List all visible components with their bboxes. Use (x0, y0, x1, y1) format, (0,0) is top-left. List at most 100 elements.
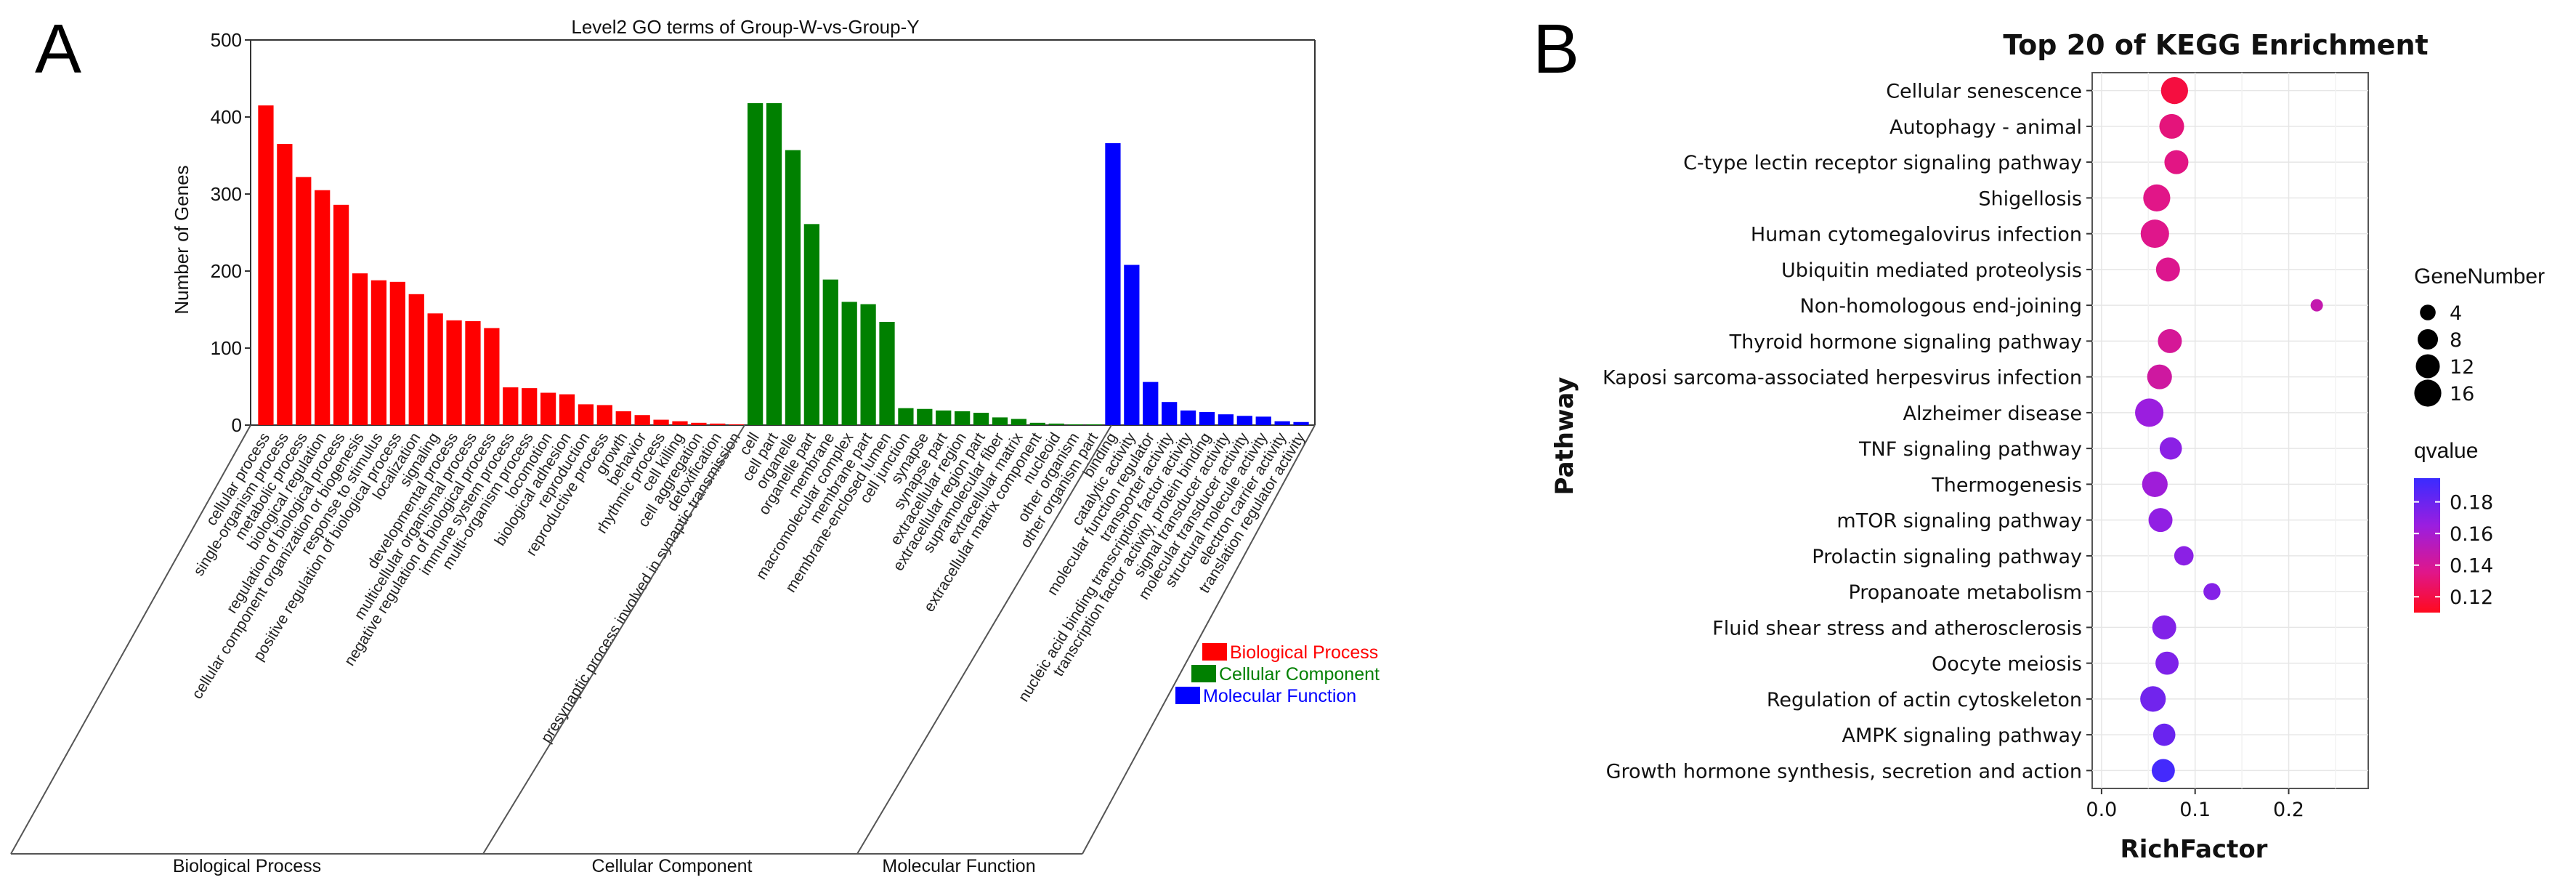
kegg-point-propanoate-metabolism (2203, 583, 2221, 600)
go-bar-membrane-part (860, 304, 876, 425)
qvalue-tick-label-0.18: 0.18 (2450, 492, 2493, 514)
go-bar-cell (748, 102, 764, 426)
kegg-point-thermogenesis (2142, 471, 2168, 497)
kegg-pathway-label-ubiquitin-mediated-proteolysis: Ubiquitin mediated proteolysis (1781, 259, 2082, 282)
gene-number-legend-dot-4 (2420, 304, 2436, 320)
go-bar-electron-carrier-activity (1274, 421, 1290, 425)
kegg-pathway-label-autophagy-animal: Autophagy - animal (1890, 116, 2082, 139)
go-bar-molecular-function-regulator (1143, 382, 1159, 425)
kegg-point-non-homologous-end-joining (2310, 299, 2323, 312)
go-bar-single-organism-process (277, 144, 293, 425)
panel-label-b: B (1533, 10, 1579, 88)
go-bar-extracellular-matrix (1010, 419, 1027, 425)
go-bar-supramolecular-fiber (992, 417, 1008, 425)
go-bar-binding (1105, 143, 1121, 426)
kegg-points (2135, 77, 2323, 783)
go-bar-reproductive-process (596, 405, 612, 425)
go-bar-extracellular-region-part (973, 413, 989, 425)
gene-number-legend-label-16: 16 (2450, 383, 2474, 405)
gene-number-legend: 4 8 12 16 (2414, 302, 2474, 407)
go-bar-multi-organism-process (522, 388, 538, 425)
kegg-pathway-label-non-homologous-end-joining: Non-homologous end-joining (1800, 295, 2082, 318)
go-bar-catalytic-activity (1124, 265, 1140, 425)
kegg-pathway-label-human-cytomegalovirus-infection: Human cytomegalovirus infection (1751, 224, 2082, 246)
kegg-pathway-label-oocyte-meiosis: Oocyte meiosis (1932, 653, 2082, 676)
go-bar-biological-regulation (315, 190, 331, 425)
go-bar-organelle (785, 150, 801, 425)
kegg-pathway-label-mtor-signaling-pathway: mTOR signaling pathway (1836, 510, 2082, 533)
grid-label-biological-process: Biological Process (173, 856, 321, 876)
go-bar-localization (408, 294, 424, 425)
go-bar-metabolic-process (296, 177, 312, 425)
kegg-y-axis-label: Pathway (1550, 377, 1579, 496)
kegg-x-tick-label-0: 0.0 (2086, 799, 2117, 821)
kegg-pathway-label-c-type-lectin-receptor-signaling-pathway: C-type lectin receptor signaling pathway (1683, 152, 2082, 174)
qvalue-tick-label-0.14: 0.14 (2450, 555, 2493, 578)
qvalue-legend-ticks: 0.18 0.16 0.14 0.12 (2414, 492, 2493, 609)
go-bar-membrane-enclosed-lumen (879, 321, 895, 425)
grid-label-cellular-component: Cellular Component (592, 856, 753, 876)
go-bars (258, 102, 1309, 426)
kegg-point-mtor-signaling-pathway (2148, 508, 2173, 533)
gene-number-legend-dot-16 (2414, 379, 2442, 407)
go-bar-synapse-part (936, 410, 952, 425)
kegg-plot-panel (2091, 72, 2369, 789)
go-bar-rhythmic-process (653, 419, 669, 425)
go-bar-behavior (634, 415, 650, 425)
gene-number-legend-label-8: 8 (2450, 329, 2462, 352)
kegg-x-tick-label-1: 0.1 (2179, 799, 2211, 821)
go-bar-nucleoid (1048, 423, 1064, 425)
go-bar-negative-regulation-of-biological-process (484, 328, 500, 425)
go-y-tick-label-200: 200 (211, 260, 242, 282)
kegg-point-tnf-signaling-pathway (2159, 437, 2182, 460)
kegg-x-axis: 0.0 0.1 0.2 (2086, 788, 2304, 821)
go-y-tick-label-100: 100 (211, 337, 242, 359)
go-bar-cellular-process (258, 105, 274, 425)
kegg-point-ubiquitin-mediated-proteolysis (2155, 257, 2180, 282)
panel-label-a: A (35, 10, 81, 88)
gene-number-legend-title: GeneNumber (2414, 265, 2545, 288)
qvalue-legend-title: qvalue (2414, 439, 2478, 463)
gene-number-legend-dot-12 (2415, 354, 2440, 379)
kegg-pathway-label-kaposi-sarcoma-associated-herpesvirus-infection: Kaposi sarcoma-associated herpesvirus in… (1603, 367, 2082, 389)
go-bar-other-organism-part (1086, 424, 1102, 425)
kegg-point-shigellosis (2143, 184, 2171, 211)
go-bar-growth (615, 411, 631, 425)
go-bar-developmental-process (446, 320, 462, 425)
go-bar-extracellular-region (955, 411, 971, 425)
go-bar-cell-part (766, 102, 782, 426)
kegg-pathway-label-prolactin-signaling-pathway: Prolactin signaling pathway (1812, 546, 2082, 568)
go-bar-extracellular-matrix-component (1029, 422, 1045, 425)
gene-number-legend-dot-8 (2417, 328, 2439, 350)
kegg-pathway-label-alzheimer-disease: Alzheimer disease (1903, 403, 2082, 425)
kegg-point-human-cytomegalovirus-infection (2140, 219, 2169, 249)
go-legend: Biological Process Cellular Component Mo… (1175, 642, 1380, 706)
go-bar-organelle-part (803, 224, 819, 425)
kegg-point-fluid-shear-stress-and-atherosclerosis (2152, 615, 2176, 639)
go-bar-locomotion (540, 392, 556, 425)
go-bar-biological-adhesion (559, 394, 575, 425)
go-bar-transporter-activity (1162, 402, 1178, 425)
kegg-x-tick-label-2: 0.2 (2273, 799, 2304, 821)
kegg-point-kaposi-sarcoma-associated-herpesvirus-infection (2147, 364, 2172, 389)
go-bar-nucleic-acid-binding-transcription-factor-activity (1180, 410, 1196, 425)
go-chart-title: Level2 GO terms of Group-W-vs-Group-Y (571, 16, 919, 38)
gene-number-legend-label-12: 12 (2450, 356, 2474, 379)
kegg-pathway-label-thyroid-hormone-signaling-pathway: Thyroid hormone signaling pathway (1729, 331, 2082, 353)
legend-label-molecular-function: Molecular Function (1203, 686, 1356, 706)
legend-label-biological-process: Biological Process (1230, 642, 1378, 663)
kegg-x-axis-label: RichFactor (2121, 835, 2268, 864)
kegg-point-prolactin-signaling-pathway (2174, 546, 2194, 566)
go-bar-cell-junction (898, 408, 914, 425)
go-bar-structural-molecule-activity (1255, 416, 1271, 425)
kegg-pathway-label-regulation-of-actin-cytoskeleton: Regulation of actin cytoskeleton (1767, 689, 2082, 711)
go-bar-membrane (822, 279, 838, 425)
kegg-chart-title: Top 20 of KEGG Enrichment (2003, 29, 2428, 61)
go-bar-multicellular-organismal-process (465, 320, 481, 425)
kegg-pathway-label-shigellosis: Shigellosis (1978, 187, 2082, 210)
go-bar-cell-killing (672, 421, 688, 425)
go-y-tick-label-400: 400 (211, 106, 242, 128)
go-bar-immune-system-process (503, 387, 519, 425)
